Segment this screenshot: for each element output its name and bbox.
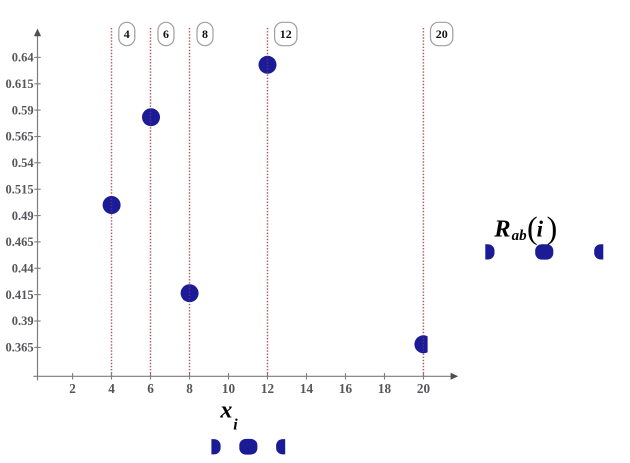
svg-text:): ) [547, 209, 558, 245]
svg-text:i: i [233, 417, 238, 434]
svg-text:4: 4 [108, 381, 115, 396]
svg-text:0.365: 0.365 [5, 341, 33, 355]
svg-text:4: 4 [124, 27, 130, 41]
svg-text:0.565: 0.565 [5, 130, 33, 144]
svg-text:0.64: 0.64 [12, 51, 35, 65]
svg-text:ab: ab [512, 228, 527, 244]
svg-text:(: ( [527, 209, 538, 245]
svg-text:20: 20 [417, 381, 431, 396]
svg-text:8: 8 [186, 381, 193, 396]
svg-text:0.615: 0.615 [5, 77, 33, 91]
svg-text:12: 12 [280, 27, 292, 41]
svg-text:6: 6 [163, 27, 169, 41]
svg-text:0.465: 0.465 [5, 235, 33, 249]
svg-text:6: 6 [147, 381, 154, 396]
svg-text:8: 8 [202, 27, 208, 41]
svg-text:14: 14 [300, 381, 314, 396]
svg-text:0.44: 0.44 [12, 262, 35, 276]
svg-text:0.515: 0.515 [5, 182, 33, 196]
svg-text:20: 20 [436, 27, 448, 41]
svg-text:18: 18 [378, 381, 392, 396]
svg-text:0.39: 0.39 [12, 314, 34, 328]
svg-text:16: 16 [339, 381, 353, 396]
svg-text:0.54: 0.54 [12, 156, 35, 170]
svg-text:12: 12 [261, 381, 275, 396]
svg-text:0.415: 0.415 [5, 288, 33, 302]
svg-text:i: i [537, 216, 544, 241]
svg-text:0.49: 0.49 [12, 209, 34, 223]
svg-text:x: x [219, 397, 232, 423]
svg-text:10: 10 [222, 381, 236, 396]
svg-text:R: R [493, 215, 510, 242]
svg-text:2: 2 [69, 381, 76, 396]
svg-text:0.59: 0.59 [12, 103, 34, 117]
